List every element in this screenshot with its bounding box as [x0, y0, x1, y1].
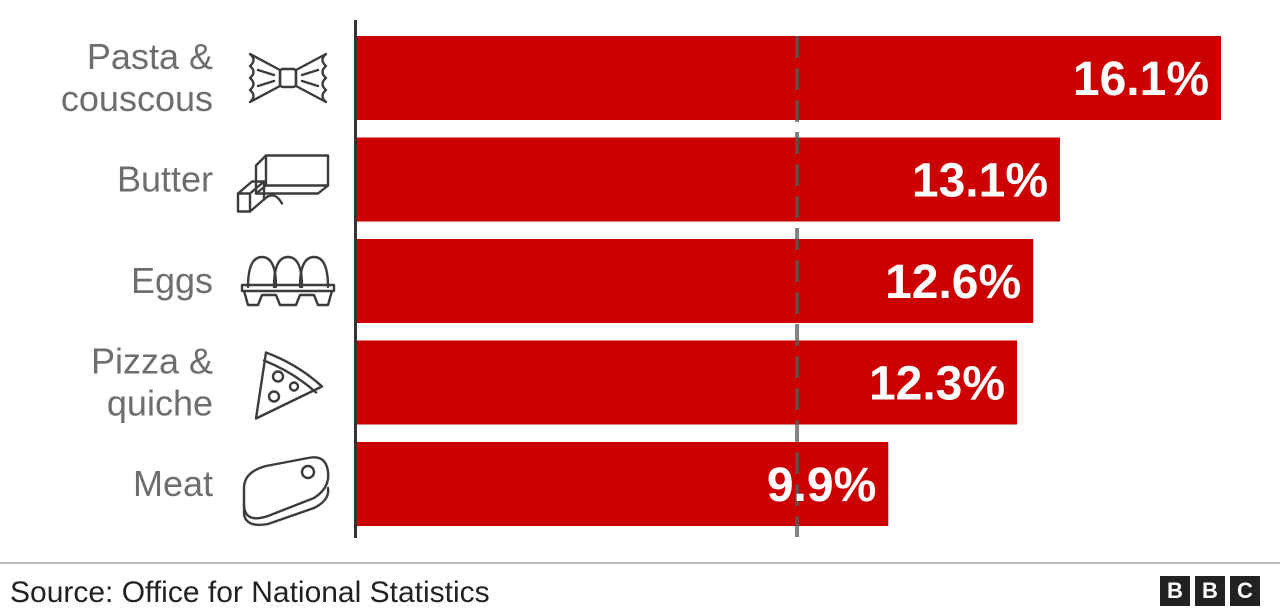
value-label: 16.1%	[1073, 53, 1209, 106]
logo-letter: B	[1160, 576, 1190, 606]
category-label: Pizza & quiche	[91, 341, 213, 424]
bar	[357, 442, 889, 526]
egg-carton-icon	[240, 255, 336, 307]
logo-letter: B	[1195, 576, 1225, 606]
category-label-line: couscous	[61, 78, 213, 119]
category-label-line: quiche	[107, 383, 213, 424]
value-label: 9.9%	[767, 459, 876, 512]
farfalle-pasta-icon	[248, 52, 328, 104]
source-text: Source: Office for National Statistics	[10, 576, 490, 609]
category-label-line: Eggs	[131, 260, 213, 301]
steak-icon	[242, 456, 330, 527]
value-labels-layer: 16.1% 13.1% 12.6% 12.3% 9.9%	[767, 53, 1209, 512]
value-label: 12.3%	[869, 358, 1005, 411]
category-label-line: Pasta &	[87, 36, 213, 77]
category-label-line: Meat	[133, 463, 213, 504]
value-label: 13.1%	[912, 155, 1048, 208]
bar	[357, 239, 1034, 323]
butter-block-icon	[236, 154, 330, 213]
bars-layer	[357, 36, 1221, 526]
bbc-logo: B B C	[1160, 576, 1260, 606]
category-label: Meat	[133, 463, 213, 504]
footer: Source: Office for National Statistics B…	[0, 562, 1280, 613]
category-labels-layer: Pasta & couscous Butter Eggs Pizza & quiche Me…	[61, 36, 213, 504]
bar	[357, 36, 1221, 120]
logo-letter: C	[1230, 576, 1260, 606]
category-label: Butter	[117, 159, 213, 200]
category-label: Pasta & couscous	[61, 36, 213, 119]
pizza-slice-icon	[254, 351, 324, 420]
category-label: Eggs	[131, 260, 213, 301]
bar	[357, 137, 1061, 222]
category-label-line: Butter	[117, 159, 213, 200]
category-label-line: Pizza &	[91, 341, 213, 382]
bar	[357, 340, 1018, 425]
value-label: 12.6%	[885, 256, 1021, 309]
icons-layer	[236, 52, 336, 527]
